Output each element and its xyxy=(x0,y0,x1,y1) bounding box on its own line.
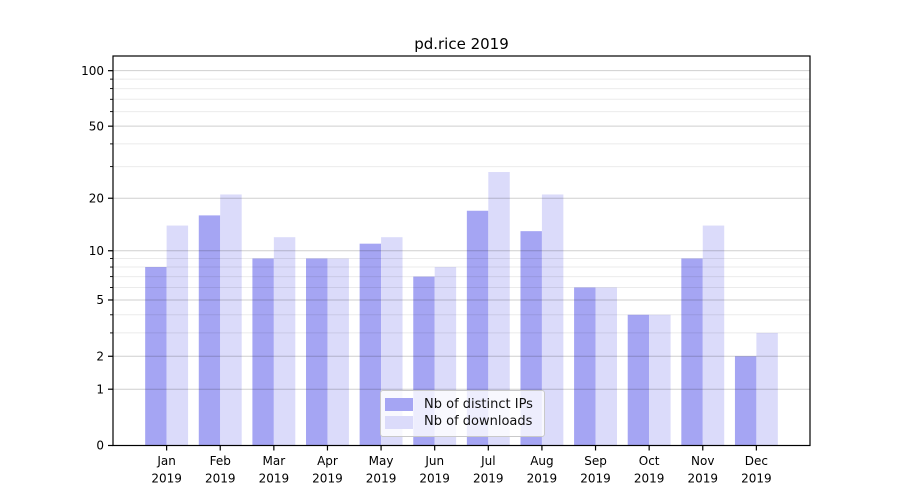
y-tick-label: 0 xyxy=(96,439,104,453)
x-tick-label: Sep 2019 xyxy=(580,454,611,486)
y-tick-label: 10 xyxy=(89,244,104,258)
bar-distinct-ips xyxy=(252,258,274,446)
bar-downloads xyxy=(756,332,778,446)
legend-item-downloads: Nb of downloads xyxy=(385,415,538,429)
x-tick-label: Oct 2019 xyxy=(634,454,665,486)
bar-distinct-ips xyxy=(306,258,328,446)
legend-label-downloads: Nb of downloads xyxy=(424,414,533,430)
x-tick-label: Feb 2019 xyxy=(205,454,236,486)
bar-downloads xyxy=(649,314,671,446)
bar-distinct-ips xyxy=(466,210,489,446)
bar-downloads xyxy=(702,225,725,446)
y-tick-label: 50 xyxy=(89,119,104,133)
x-tick-label: Jul 2019 xyxy=(473,454,504,486)
bar-distinct-ips xyxy=(198,215,221,446)
x-tick-label: Jun 2019 xyxy=(419,454,450,486)
y-tick-label: 5 xyxy=(96,293,104,307)
bar-distinct-ips xyxy=(145,267,167,446)
bar-downloads xyxy=(541,194,564,446)
x-tick-label: May 2019 xyxy=(366,454,397,486)
legend-label-distinct-ips: Nb of distinct IPs xyxy=(424,396,533,412)
bar-distinct-ips xyxy=(574,287,596,446)
legend-swatch-distinct-ips xyxy=(385,398,413,412)
bar-downloads xyxy=(327,258,349,446)
bar-distinct-ips xyxy=(627,314,650,446)
legend: Nb of distinct IPs Nb of downloads xyxy=(380,390,545,437)
x-tick-label: Apr 2019 xyxy=(312,454,343,486)
x-tick-label: Dec 2019 xyxy=(741,454,772,486)
legend-item-distinct-ips: Nb of distinct IPs xyxy=(385,396,538,412)
bar-downloads xyxy=(166,225,189,446)
bar-downloads xyxy=(273,237,296,446)
bar-downloads xyxy=(220,194,242,446)
x-tick-label: Jan 2019 xyxy=(151,454,182,486)
x-tick-label: Nov 2019 xyxy=(687,454,718,486)
y-tick-label: 1 xyxy=(96,382,104,396)
bar-distinct-ips xyxy=(681,258,703,446)
y-tick-label: 20 xyxy=(89,191,104,205)
legend-swatch-downloads xyxy=(385,415,413,429)
x-tick-label: Aug 2019 xyxy=(527,454,558,486)
bar-distinct-ips xyxy=(734,356,757,446)
y-tick-label: 100 xyxy=(81,64,104,78)
bar-distinct-ips xyxy=(359,243,382,446)
x-tick-label: Mar 2019 xyxy=(259,454,290,486)
bar-downloads xyxy=(595,287,617,446)
bar-downloads xyxy=(488,172,510,446)
y-tick-label: 2 xyxy=(96,349,104,363)
chart-title: pd.rice 2019 xyxy=(414,35,509,53)
